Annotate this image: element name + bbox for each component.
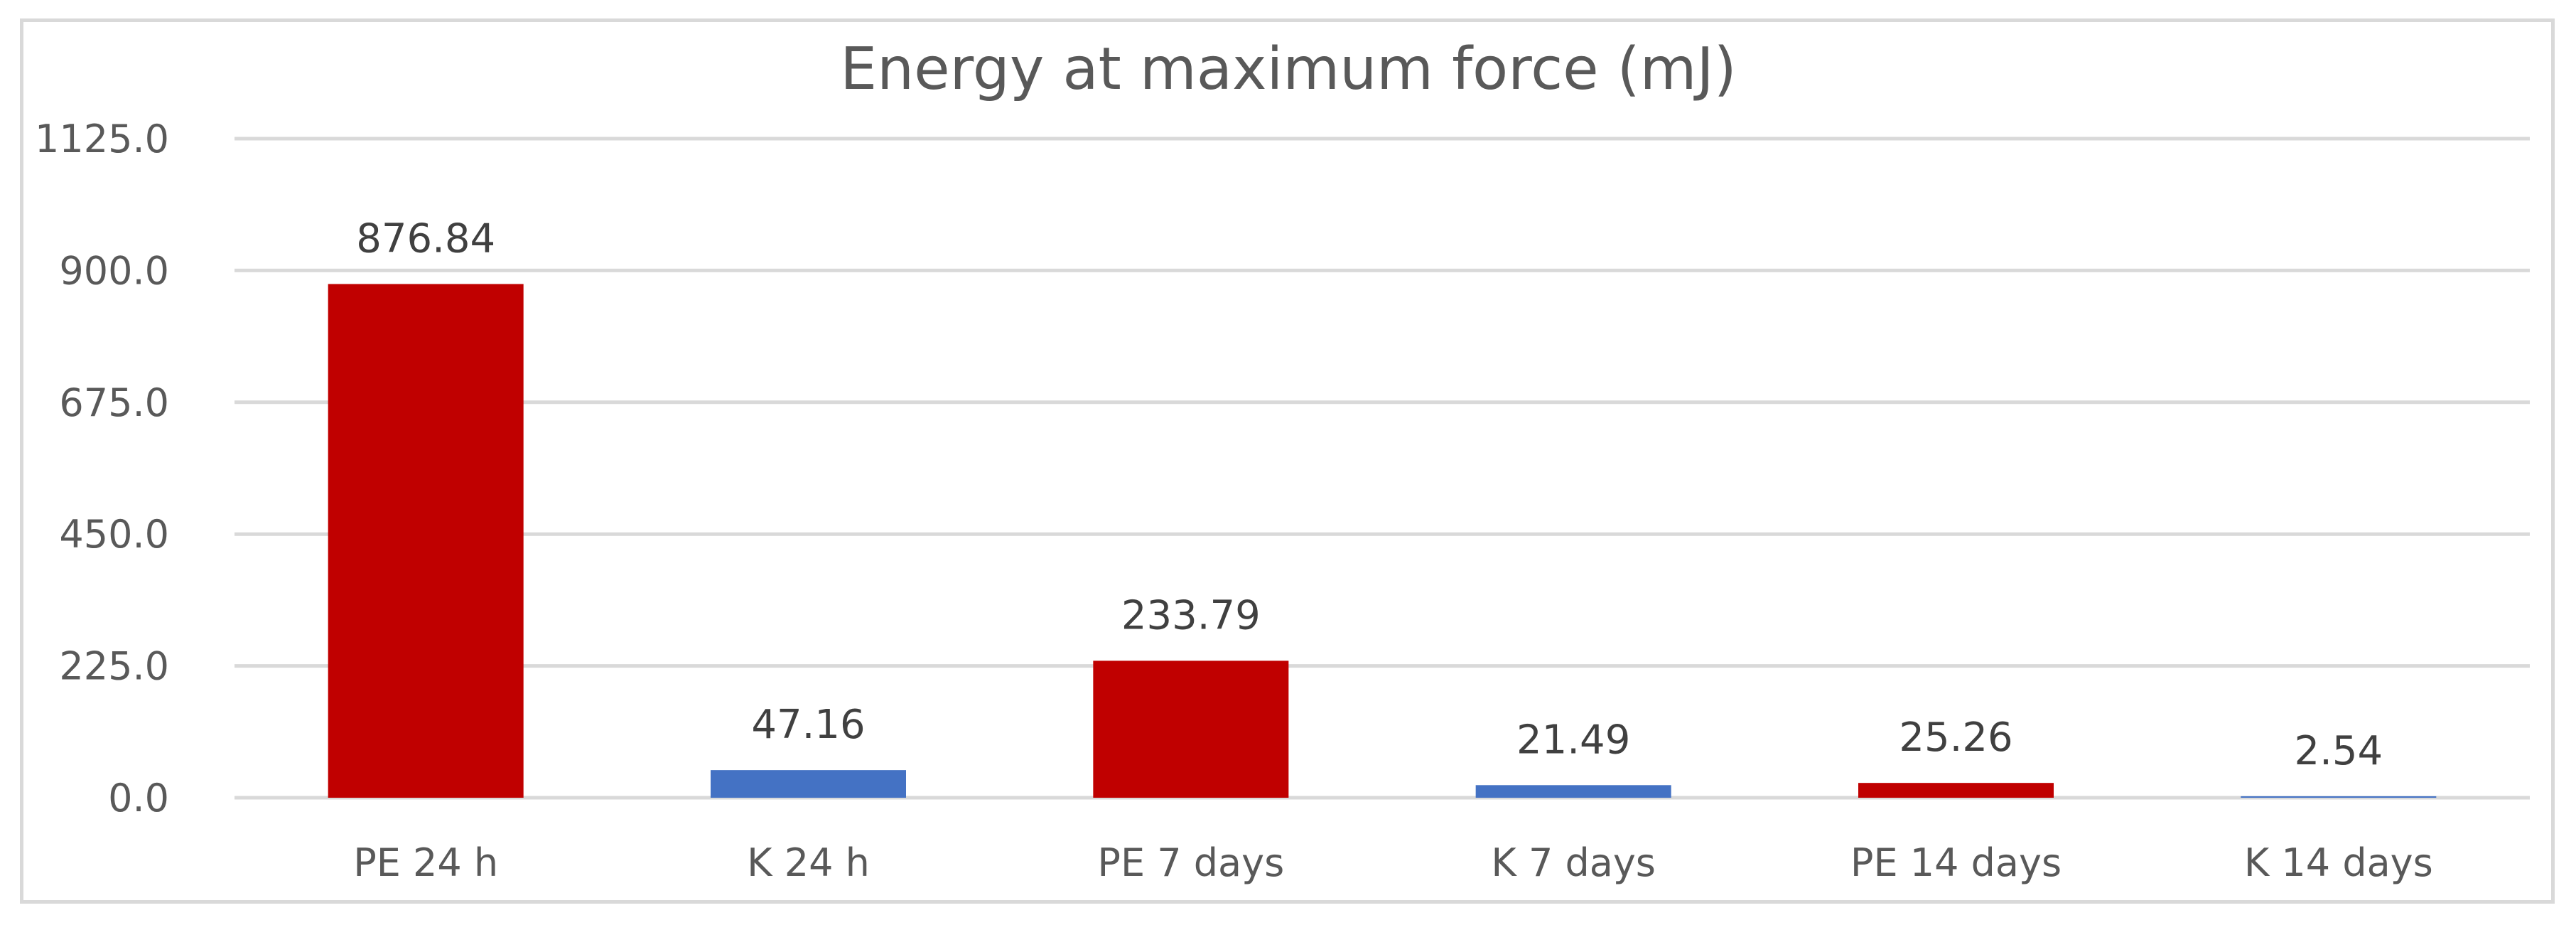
y-tick-label: 225.0 [59, 644, 169, 689]
data-label: 876.84 [356, 215, 495, 262]
x-category-label: PE 14 days [1850, 840, 2062, 885]
x-category-label: PE 7 days [1097, 840, 1284, 885]
data-label: 21.49 [1516, 717, 1630, 763]
data-label: 47.16 [751, 702, 865, 748]
bar-k-24-h [711, 770, 906, 798]
bars [328, 284, 2437, 798]
bar-pe-14-days [1858, 783, 2054, 798]
data-label: 233.79 [1121, 592, 1261, 638]
bar-pe-7-days [1093, 661, 1289, 798]
bar-k-7-days [1475, 785, 1671, 798]
x-category-label: PE 24 h [353, 840, 498, 885]
y-tick-label: 900.0 [59, 248, 169, 293]
x-category-label: K 24 h [747, 840, 870, 885]
data-label: 25.26 [1899, 715, 2012, 761]
data-labels: 876.84 47.16 233.79 21.49 25.26 2.54 [356, 215, 2383, 774]
gridlines [235, 137, 2530, 800]
x-axis-category-labels: PE 24 h K 24 h PE 7 days K 7 days PE 14 days… [353, 840, 2433, 885]
y-tick-label: 0.0 [108, 776, 169, 820]
y-tick-label: 1125.0 [35, 117, 169, 161]
x-category-label: K 7 days [1491, 840, 1656, 885]
y-axis-tick-labels: 0.0 225.0 450.0 675.0 900.0 1125.0 [35, 117, 169, 820]
bar-k-14-days [2241, 796, 2437, 798]
x-category-label: K 14 days [2244, 840, 2433, 885]
bar-pe-24-h [328, 284, 524, 798]
y-tick-label: 675.0 [59, 380, 169, 425]
y-tick-label: 450.0 [59, 512, 169, 557]
data-label: 2.54 [2294, 728, 2383, 774]
chart-title: Energy at maximum force (mJ) [840, 36, 1736, 103]
